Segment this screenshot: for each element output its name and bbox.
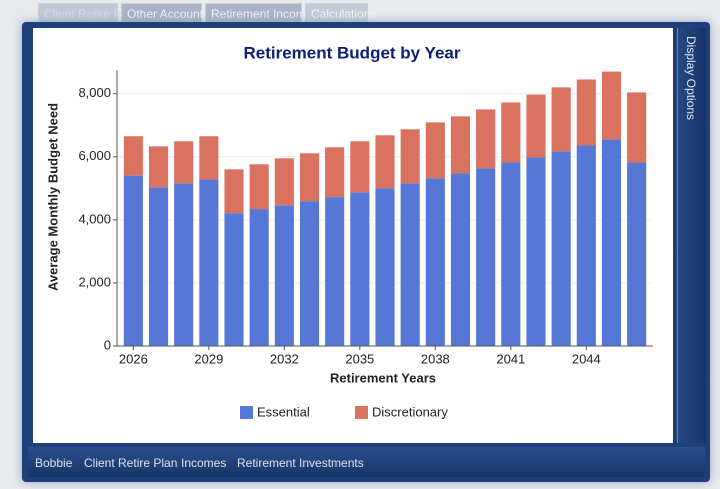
x-tick-label: 2038: [421, 351, 450, 366]
side-tab[interactable]: Display Options: [677, 28, 706, 443]
bar: [174, 141, 194, 184]
x-tick-label: 2041: [496, 351, 525, 366]
y-tick-label: 0: [104, 337, 111, 352]
x-tick-label: 2026: [119, 351, 148, 366]
bar: [425, 178, 445, 346]
bar: [224, 213, 244, 346]
bar: [224, 169, 244, 214]
y-tick-label: 8,000: [78, 85, 111, 100]
x-tick-label: 2032: [270, 351, 299, 366]
bar: [551, 87, 571, 152]
tab[interactable]: Other Accounts: [121, 3, 209, 23]
tab[interactable]: Client Retire Plan: [84, 456, 178, 470]
bar: [249, 164, 269, 210]
chart-title: Retirement Budget by Year: [244, 43, 461, 62]
bar: [325, 197, 345, 346]
bar: [375, 188, 395, 346]
bar: [576, 145, 596, 346]
bar: [123, 136, 143, 176]
bar: [199, 179, 219, 346]
bar: [299, 153, 320, 202]
bar: [350, 141, 370, 193]
bar: [551, 151, 571, 346]
legend-label: Essential: [257, 404, 310, 419]
bar: [174, 183, 194, 346]
bar: [350, 192, 370, 346]
bar: [476, 168, 496, 346]
bar: [325, 147, 345, 198]
bar: [274, 158, 294, 206]
bar: [299, 201, 320, 346]
bar: [627, 162, 647, 346]
bottom-tabs: Bobbie Client Retire Plan Incomes Retire…: [28, 447, 705, 477]
bar: [601, 71, 622, 140]
bar: [148, 146, 169, 188]
x-tick-label: 2029: [194, 351, 223, 366]
bar: [400, 129, 420, 184]
y-tick-label: 4,000: [78, 211, 111, 226]
bar: [425, 122, 445, 179]
y-axis-label: Average Monthly Budget Need: [45, 103, 60, 291]
bar: [249, 209, 269, 346]
side-tab-label[interactable]: Display Options: [684, 36, 698, 121]
bar: [450, 173, 471, 346]
y-tick-label: 6,000: [78, 148, 111, 163]
tab[interactable]: Bobbie: [35, 456, 73, 470]
x-axis-label: Retirement Years: [330, 370, 436, 385]
x-tick-label: 2035: [345, 351, 374, 366]
legend-swatch: [240, 406, 253, 419]
bar: [274, 205, 294, 346]
bar: [199, 136, 219, 180]
tab[interactable]: Client Retire Plan: [38, 3, 137, 23]
legend-swatch: [355, 406, 368, 419]
tab[interactable]: Retirement Income: [205, 3, 312, 23]
legend-label: Discretionary: [372, 404, 448, 419]
bar: [501, 162, 521, 346]
bar: [476, 109, 496, 169]
bar: [601, 139, 622, 346]
tab[interactable]: Incomes: [181, 456, 227, 470]
bar: [627, 92, 647, 163]
x-tick-label: 2044: [572, 351, 601, 366]
bar: [450, 116, 471, 174]
bar: [123, 175, 143, 346]
bar: [526, 157, 546, 346]
y-tick-label: 2,000: [78, 274, 111, 289]
bar: [501, 102, 521, 163]
bar: [375, 135, 395, 189]
bar: [400, 183, 420, 346]
bar: [148, 187, 169, 346]
bar: [576, 79, 596, 146]
tab[interactable]: Retirement Investments: [237, 456, 364, 470]
bar: [526, 94, 546, 158]
